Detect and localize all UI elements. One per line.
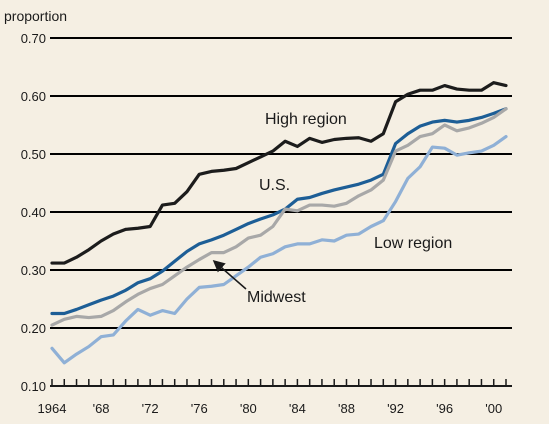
y-tick-label: 0.50: [21, 147, 46, 162]
x-tick-label: '68: [93, 401, 110, 416]
series-layer: [50, 81, 508, 365]
y-tick-label: 0.30: [21, 263, 46, 278]
series-label-high-region: High region: [265, 111, 347, 128]
x-tick-label: '88: [338, 401, 355, 416]
x-tick-label: '80: [240, 401, 257, 416]
x-tick-label: '76: [191, 401, 208, 416]
y-tick-label: 0.10: [21, 379, 46, 394]
y-tick-label: 0.60: [21, 89, 46, 104]
y-tick-label: 0.20: [21, 321, 46, 336]
series-line-midwest: [50, 107, 508, 327]
x-tick-label: '92: [387, 401, 404, 416]
y-axis-unit-label: proportion: [4, 8, 67, 24]
series-line-u-s: [50, 107, 508, 316]
x-tick-label: '84: [289, 401, 306, 416]
midwest-arrow: [212, 260, 247, 290]
series-line-low-region: [50, 135, 508, 365]
tick-layer: 0.10 0.20 0.30 0.40 0.50 0.60 0.70 1964 '68 '72 '7…: [21, 31, 507, 416]
x-tick-label: 1964: [38, 401, 67, 416]
y-tick-label: 0.40: [21, 205, 46, 220]
series-label-low-region: Low region: [374, 235, 452, 252]
series-line-high-region: [50, 81, 508, 265]
x-tick-label: '00: [485, 401, 502, 416]
y-tick-label: 0.70: [21, 31, 46, 46]
series-label-midwest: Midwest: [247, 289, 306, 306]
x-tick-label: '96: [436, 401, 453, 416]
series-label-us: U.S.: [259, 177, 290, 194]
x-tick-label: '72: [142, 401, 159, 416]
